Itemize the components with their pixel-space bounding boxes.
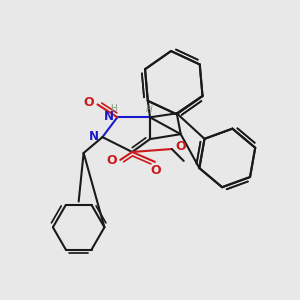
Text: O: O — [106, 154, 117, 167]
Text: N: N — [103, 110, 113, 123]
Text: H: H — [110, 104, 117, 113]
Text: O: O — [83, 96, 94, 109]
Text: N: N — [88, 130, 98, 142]
Text: O: O — [151, 164, 161, 177]
Text: O: O — [176, 140, 186, 152]
Text: H: H — [146, 105, 152, 114]
